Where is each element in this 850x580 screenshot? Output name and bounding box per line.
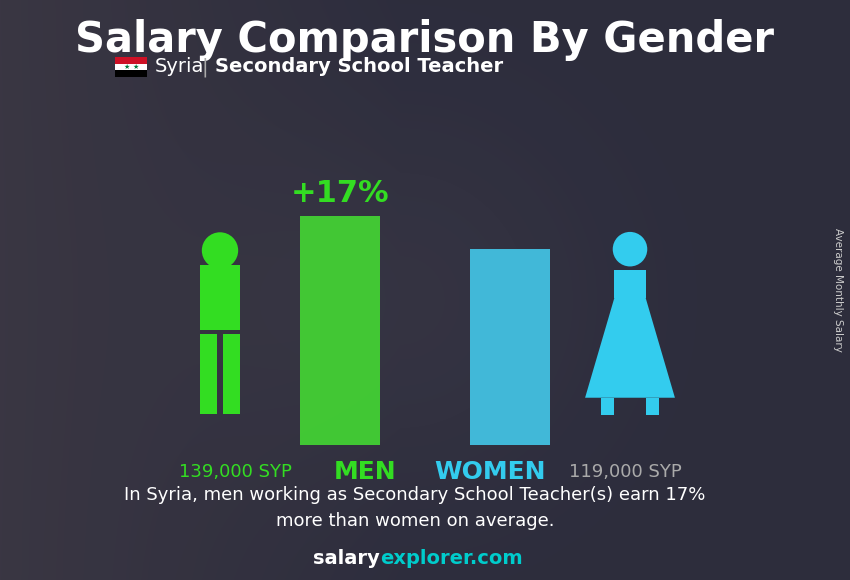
Bar bbox=[300, 216, 380, 445]
Text: salary: salary bbox=[314, 549, 380, 567]
Circle shape bbox=[613, 232, 647, 266]
Text: +17%: +17% bbox=[291, 179, 389, 208]
Text: WOMEN: WOMEN bbox=[434, 460, 546, 484]
Bar bbox=[645, 398, 660, 415]
Text: ★: ★ bbox=[133, 64, 139, 70]
Bar bbox=[200, 265, 240, 331]
Bar bbox=[223, 334, 240, 414]
Bar bbox=[200, 334, 218, 414]
Bar bbox=[115, 57, 147, 64]
Text: Salary Comparison By Gender: Salary Comparison By Gender bbox=[76, 19, 774, 61]
Text: Syria: Syria bbox=[155, 57, 204, 77]
Bar bbox=[115, 70, 147, 77]
Text: Average Monthly Salary: Average Monthly Salary bbox=[833, 228, 843, 352]
Text: 139,000 SYP: 139,000 SYP bbox=[178, 463, 292, 481]
Bar bbox=[470, 249, 550, 445]
Text: In Syria, men working as Secondary School Teacher(s) earn 17%
more than women on: In Syria, men working as Secondary Schoo… bbox=[124, 487, 706, 530]
Text: explorer.com: explorer.com bbox=[380, 549, 523, 567]
Circle shape bbox=[201, 232, 238, 269]
Text: |: | bbox=[202, 57, 208, 77]
Polygon shape bbox=[585, 298, 675, 398]
Bar bbox=[115, 64, 147, 70]
Text: ★: ★ bbox=[123, 64, 129, 70]
Text: Secondary School Teacher: Secondary School Teacher bbox=[215, 57, 503, 77]
Bar bbox=[601, 398, 615, 415]
Bar bbox=[615, 270, 645, 298]
Text: 119,000 SYP: 119,000 SYP bbox=[569, 463, 682, 481]
Text: MEN: MEN bbox=[334, 460, 396, 484]
